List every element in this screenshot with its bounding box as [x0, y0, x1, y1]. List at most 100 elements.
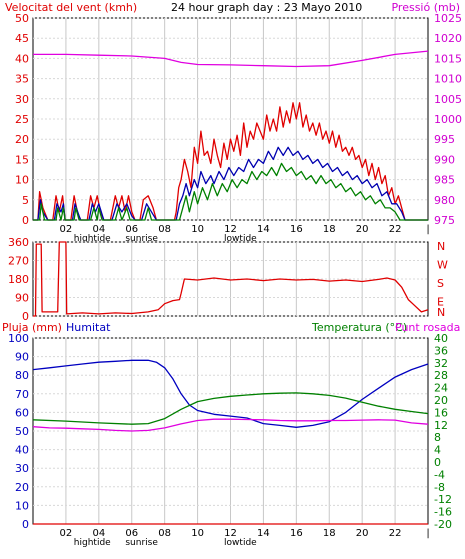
- x-tick-label: 06: [125, 528, 138, 539]
- y-left-tick-label: 360: [8, 236, 29, 249]
- series-line-minimum: [33, 162, 428, 221]
- x-tick-label: |: [426, 224, 429, 235]
- x-annotation-label: lowtide: [224, 538, 257, 548]
- x-tick-label: 02: [60, 528, 73, 539]
- x-tick-label: 22: [389, 528, 402, 539]
- compass-label: E: [437, 296, 444, 309]
- x-tick-label: 16: [290, 528, 303, 539]
- y-right-tick-label: 1010: [434, 73, 462, 86]
- y-right-tick-label: 12: [434, 419, 448, 432]
- y-left-tick-label: 270: [8, 255, 29, 268]
- y-left-tick-label: 90: [15, 292, 29, 305]
- x-tick-label: 04: [92, 528, 105, 539]
- y-left-tick-label: 50: [15, 12, 29, 25]
- y-right-tick-label: 1025: [434, 12, 462, 25]
- series-line-humitat: [32, 359, 429, 428]
- legend-rain: Pluja (mm): [2, 321, 62, 334]
- y-left-tick-label: 70: [15, 388, 29, 401]
- y-left-tick-label: 20: [15, 133, 29, 146]
- compass-label: N: [437, 240, 445, 253]
- y-right-tick-label: 1000: [434, 113, 462, 126]
- humidity-temperature-panel: 0102030405060708090100-20-16-12-8-404812…: [2, 321, 460, 548]
- y-left-tick-label: 0: [22, 214, 29, 227]
- x-annotation-label: hightide: [74, 234, 111, 244]
- y-left-tick-label: 20: [15, 481, 29, 494]
- y-right-tick-label: -20: [434, 518, 452, 531]
- chart-title: 24 hour graph day : 23 Mayo 2010: [171, 1, 362, 14]
- compass-label: W: [437, 259, 448, 272]
- series-line-punt-rosada: [32, 418, 429, 432]
- y-right-tick-label: 24: [434, 382, 448, 395]
- y-left-tick-label: 0: [22, 310, 29, 323]
- y-right-tick-label: -12: [434, 493, 452, 506]
- y-left-tick-label: 5: [22, 194, 29, 207]
- y-right-tick-label: 990: [434, 153, 455, 166]
- y-right-tick-label: 1020: [434, 32, 462, 45]
- series-line-direction: [33, 241, 429, 317]
- legend-humidity: Humitat: [66, 321, 111, 334]
- y-left-tick-label: 50: [15, 425, 29, 438]
- y-right-tick-label: 0: [434, 456, 441, 469]
- x-tick-label: 20: [356, 528, 369, 539]
- x-tick-label: 10: [191, 528, 204, 539]
- y-right-tick-label: 36: [434, 344, 448, 357]
- series-line-temperatura-c-: [32, 392, 429, 425]
- y-right-tick-label: 985: [434, 174, 455, 187]
- y-left-tick-label: 45: [15, 32, 29, 45]
- x-tick-label: 04: [92, 224, 105, 235]
- y-left-tick-label: 90: [15, 351, 29, 364]
- y-left-tick-label: 60: [15, 406, 29, 419]
- wind-pressure-panel: 0510152025303540455097598098599099510001…: [5, 1, 462, 244]
- right-axis-title: Pressió (mb): [391, 1, 460, 14]
- y-right-tick-label: -16: [434, 506, 452, 519]
- y-left-tick-label: 10: [15, 174, 29, 187]
- y-left-tick-label: 10: [15, 499, 29, 512]
- series-line-pressure: [33, 50, 429, 68]
- y-right-tick-label: 975: [434, 214, 455, 227]
- y-left-tick-label: 25: [15, 113, 29, 126]
- y-right-tick-label: 20: [434, 394, 448, 407]
- y-left-tick-label: 40: [15, 444, 29, 457]
- x-tick-label: |: [426, 528, 429, 539]
- y-left-tick-label: 100: [8, 332, 29, 345]
- compass-label: S: [437, 277, 444, 290]
- y-right-tick-label: -8: [434, 481, 445, 494]
- x-tick-label: 12: [224, 528, 237, 539]
- y-right-tick-label: 995: [434, 133, 455, 146]
- x-tick-label: 18: [323, 224, 336, 235]
- x-tick-label: 06: [125, 224, 138, 235]
- y-left-tick-label: 35: [15, 73, 29, 86]
- y-right-tick-label: 1015: [434, 52, 462, 65]
- y-right-tick-label: 1005: [434, 93, 462, 106]
- x-annotation-label: lowtide: [224, 234, 257, 244]
- legend-temperature: Temperatura (°C): [311, 321, 407, 334]
- x-tick-label: 02: [60, 224, 73, 235]
- x-tick-label: 12: [224, 224, 237, 235]
- x-annotation-label: sunrise: [125, 538, 158, 548]
- y-right-tick-label: 4: [434, 444, 441, 457]
- y-left-tick-label: 30: [15, 93, 29, 106]
- x-tick-label: 10: [191, 224, 204, 235]
- y-right-tick-label: 16: [434, 406, 448, 419]
- y-left-tick-label: 30: [15, 462, 29, 475]
- y-left-tick-label: 80: [15, 369, 29, 382]
- y-left-tick-label: 0: [22, 518, 29, 531]
- y-right-tick-label: 8: [434, 431, 441, 444]
- x-annotation-label: hightide: [74, 538, 111, 548]
- x-tick-label: 14: [257, 224, 270, 235]
- y-right-tick-label: 28: [434, 369, 448, 382]
- compass-label: N: [437, 306, 445, 319]
- y-right-tick-label: 40: [434, 332, 448, 345]
- y-right-tick-label: 980: [434, 194, 455, 207]
- x-tick-label: 22: [389, 224, 402, 235]
- y-left-tick-label: 40: [15, 52, 29, 65]
- left-axis-title: Velocitat del vent (kmh): [5, 1, 137, 14]
- y-left-tick-label: 180: [8, 273, 29, 286]
- y-right-tick-label: -4: [434, 468, 445, 481]
- x-tick-label: 08: [158, 224, 171, 235]
- x-tick-label: 16: [290, 224, 303, 235]
- y-right-tick-label: 32: [434, 357, 448, 370]
- x-tick-label: 14: [257, 528, 270, 539]
